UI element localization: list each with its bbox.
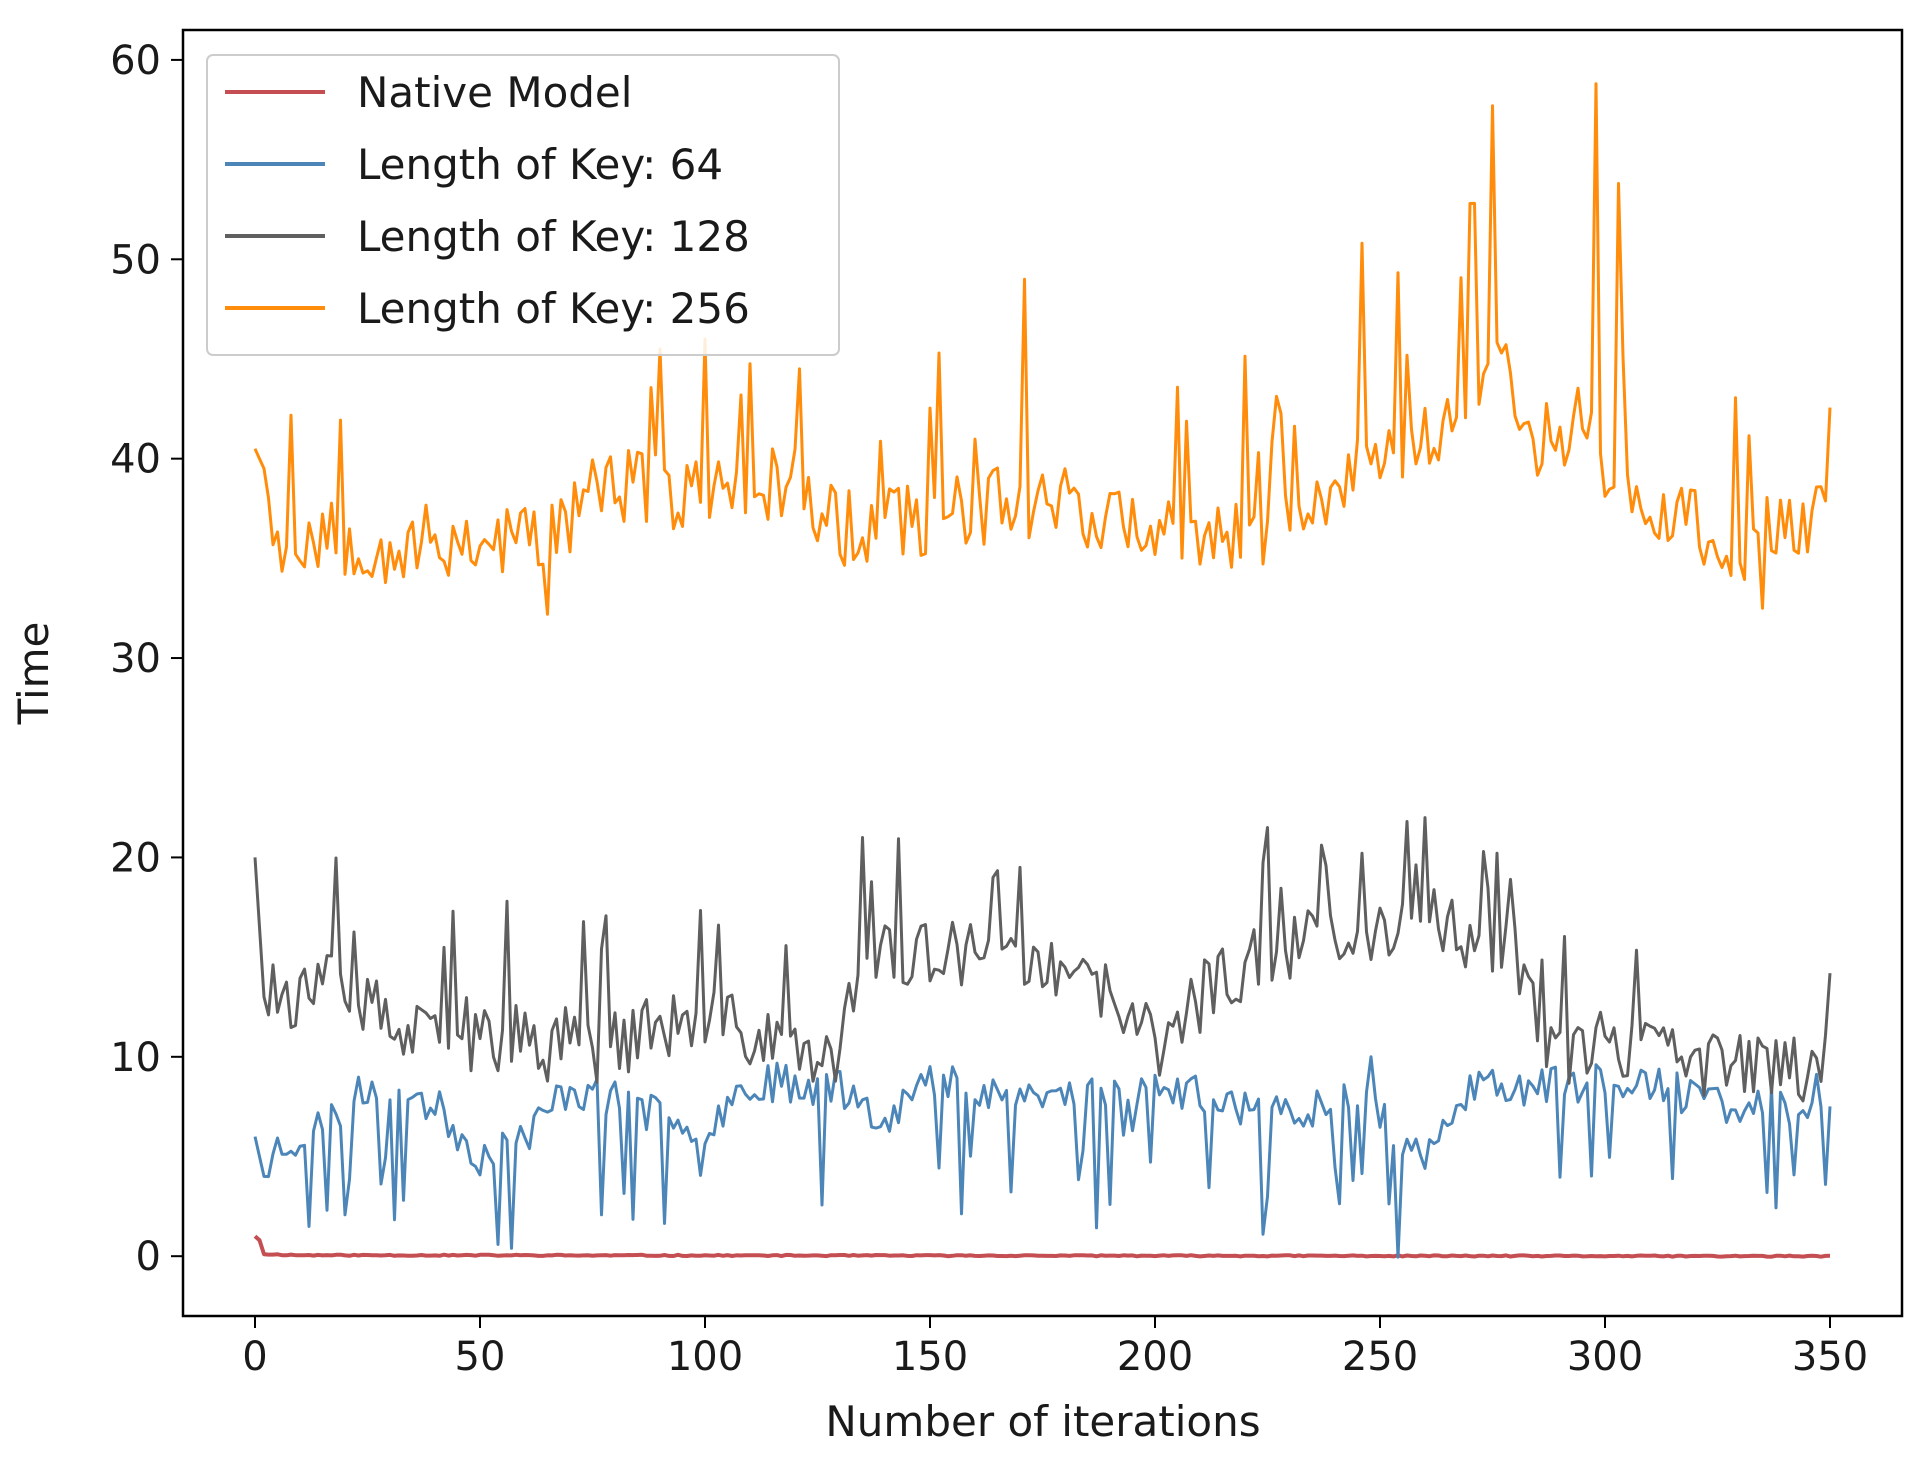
x-tick-label: 150 [892, 1334, 968, 1380]
series-layer [253, 82, 1832, 1259]
y-tick-label: 10 [110, 1035, 161, 1081]
x-axis-label: Number of iterations [825, 1397, 1260, 1446]
x-tick-label: 0 [242, 1334, 267, 1380]
x-tick-label: 350 [1792, 1334, 1868, 1380]
y-tick-label: 40 [110, 437, 161, 483]
y-axis-label: Time [9, 622, 58, 726]
legend-label-4: Length of Key: 256 [357, 284, 750, 333]
legend: Native Model Length of Key: 64 Length of K… [206, 54, 840, 356]
x-tick-label: 50 [455, 1334, 506, 1380]
legend-label-1: Native Model [357, 68, 632, 117]
x-tick-label: 200 [1117, 1334, 1193, 1380]
y-tick-label: 0 [136, 1234, 161, 1280]
series-line-1 [253, 1234, 1831, 1259]
legend-box [206, 54, 840, 356]
series-line-2 [253, 1055, 1832, 1259]
legend-label-2: Length of Key: 64 [357, 140, 723, 189]
y-tick-label: 50 [110, 237, 161, 283]
x-tick-label: 250 [1342, 1334, 1418, 1380]
legend-label-3: Length of Key: 128 [357, 212, 750, 261]
y-tick-label: 20 [110, 835, 161, 881]
series-line-3 [253, 816, 1832, 1103]
y-tick-label: 30 [110, 636, 161, 682]
x-tick-label: 100 [667, 1334, 743, 1380]
plot-frame [181, 28, 1904, 1318]
y-tick-label: 60 [110, 38, 161, 84]
x-axis: 0 50 100 150 200 250 300 350 [242, 1316, 1868, 1380]
x-tick-label: 300 [1567, 1334, 1643, 1380]
series-line-4 [253, 82, 1832, 616]
y-axis: 0 10 20 30 40 50 60 [110, 38, 183, 1280]
